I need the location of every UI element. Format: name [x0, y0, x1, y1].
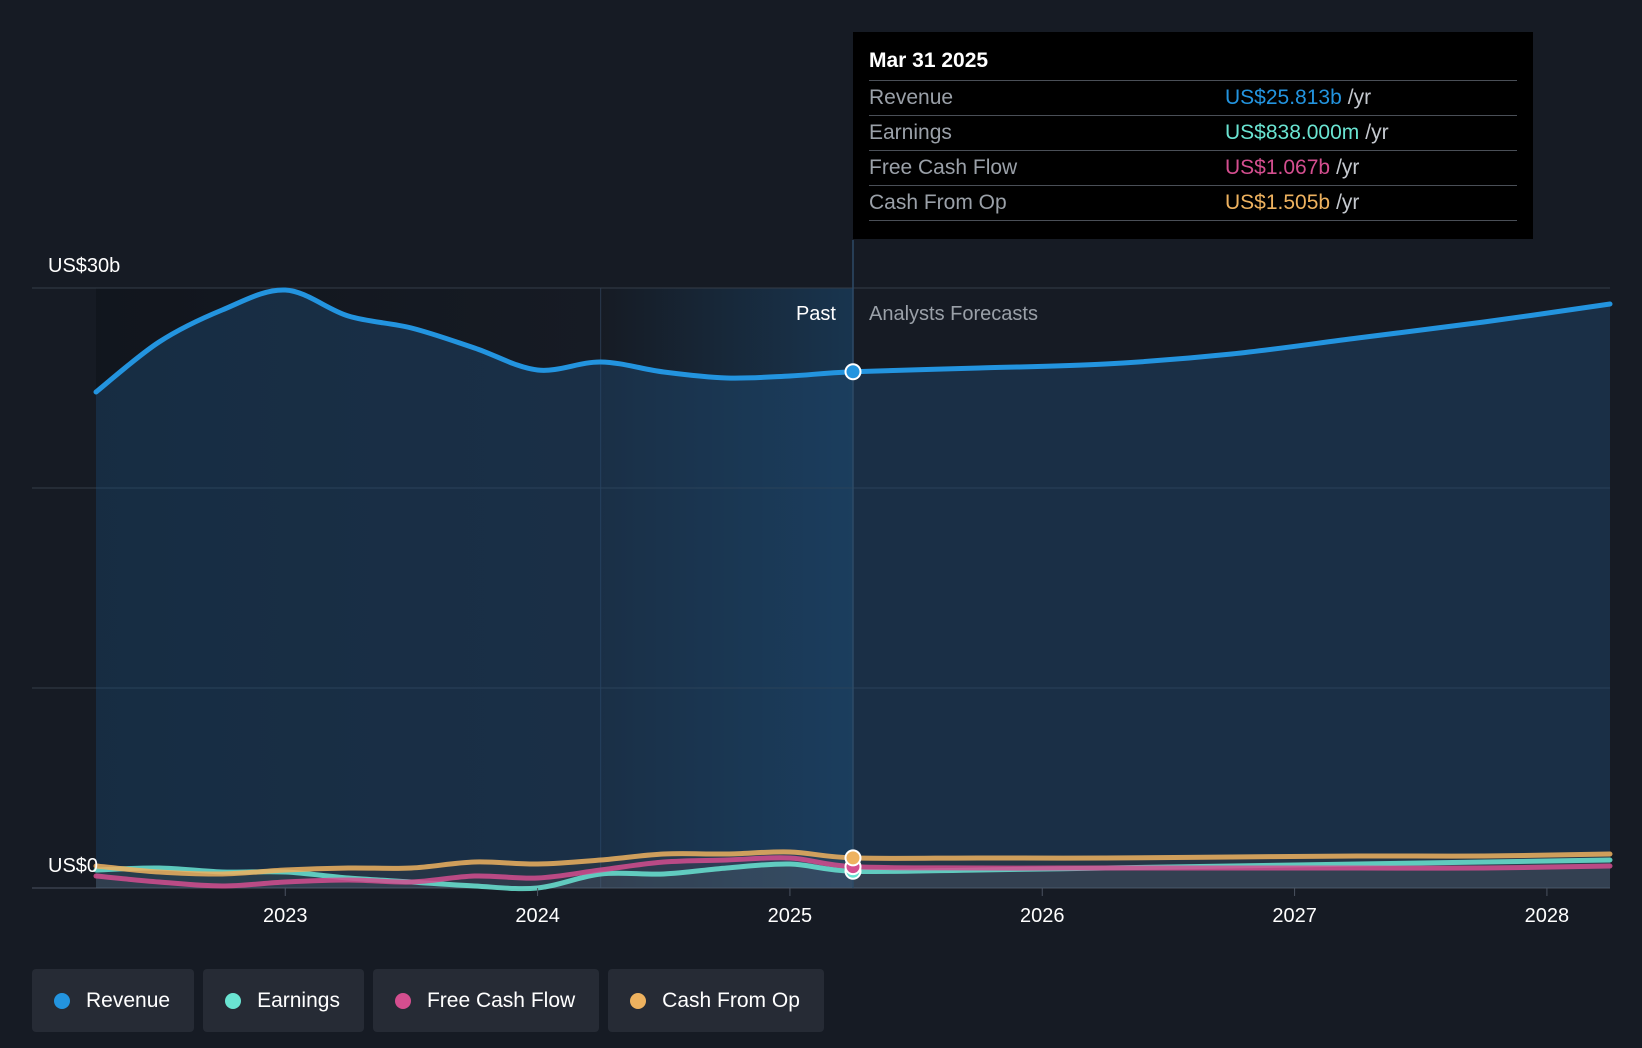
earnings-dot-icon — [225, 992, 242, 1009]
past-region — [96, 288, 601, 888]
highlight-region — [600, 288, 853, 888]
legend-label: Revenue — [86, 988, 171, 1012]
tooltip-row-cash-from-op: Cash From Op US$1.505b /yr — [869, 185, 1517, 221]
chart-legend: Revenue Earnings Free Cash Flow Cash Fro… — [32, 969, 824, 1032]
legend-item-cash-from-op[interactable]: Cash From Op — [608, 969, 824, 1032]
legend-item-revenue[interactable]: Revenue — [32, 969, 195, 1032]
x-tick-label: 2024 — [515, 905, 560, 927]
tooltip-label: Free Cash Flow — [869, 156, 1018, 179]
past-label: Past — [796, 303, 836, 325]
x-tick-label: 2027 — [1272, 905, 1317, 927]
revenue-earnings-chart: US$30b US$0 2023 2024 2025 2026 2027 2028 Past An… — [32, 240, 1613, 927]
tooltip-value: US$838.000m — [1225, 121, 1360, 144]
cash-from-op-marker — [844, 849, 862, 867]
x-tick-label: 2023 — [263, 905, 308, 927]
tooltip-row-earnings: Earnings US$838.000m /yr — [869, 115, 1517, 150]
legend-item-earnings[interactable]: Earnings — [203, 969, 364, 1032]
cash-from-op-dot-icon — [630, 992, 647, 1009]
tooltip-unit: /yr — [1365, 121, 1389, 144]
tooltip-unit: /yr — [1336, 156, 1360, 179]
cash-from-op-line — [93, 849, 1613, 877]
x-tick-label: 2028 — [1525, 905, 1570, 927]
x-tick-label: 2025 — [768, 905, 813, 927]
legend-item-free-cash-flow[interactable]: Free Cash Flow — [372, 969, 600, 1032]
revenue-line — [93, 287, 1613, 395]
free-cash-flow-line — [93, 855, 1613, 889]
y-axis-top-label: US$30b — [48, 255, 120, 277]
tooltip-label: Revenue — [869, 86, 954, 109]
free-cash-flow-dot-icon — [394, 992, 411, 1009]
tooltip-value: US$1.067b — [1225, 156, 1331, 179]
tooltip-row-revenue: Revenue US$25.813b /yr — [869, 80, 1517, 115]
legend-label: Cash From Op — [662, 988, 800, 1012]
data-tooltip: Mar 31 2025 Revenue US$25.813b /yr Earni… — [853, 32, 1533, 239]
tooltip-value: US$25.813b — [1225, 86, 1342, 109]
forecast-label: Analysts Forecasts — [869, 303, 1038, 325]
tooltip-row-free-cash-flow: Free Cash Flow US$1.067b /yr — [869, 150, 1517, 185]
legend-label: Free Cash Flow — [426, 988, 576, 1012]
earnings-line — [93, 857, 1613, 892]
revenue-marker — [844, 363, 862, 381]
y-axis-bottom-label: US$0 — [48, 855, 98, 877]
legend-label: Earnings — [257, 988, 340, 1012]
tooltip-value: US$1.505b — [1225, 191, 1331, 214]
tooltip-label: Cash From Op — [869, 191, 1007, 214]
tooltip-unit: /yr — [1347, 86, 1372, 109]
x-tick-label: 2026 — [1020, 905, 1065, 927]
tooltip-unit: /yr — [1336, 191, 1360, 214]
tooltip-label: Earnings — [869, 121, 952, 144]
revenue-dot-icon — [54, 992, 70, 1009]
tooltip-date: Mar 31 2025 — [869, 49, 989, 72]
